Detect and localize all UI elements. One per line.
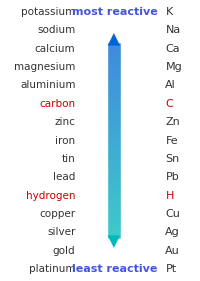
Text: potassium: potassium — [21, 7, 75, 17]
Text: copper: copper — [39, 209, 75, 219]
Text: C: C — [165, 99, 173, 109]
Text: lead: lead — [53, 172, 75, 182]
Text: Na: Na — [165, 25, 181, 35]
Text: Ag: Ag — [165, 227, 180, 237]
Text: hydrogen: hydrogen — [26, 191, 75, 201]
Text: Sn: Sn — [165, 154, 180, 164]
Text: Au: Au — [165, 246, 180, 256]
Text: Mg: Mg — [165, 62, 182, 72]
Text: magnesium: magnesium — [14, 62, 75, 72]
Text: H: H — [165, 191, 174, 201]
Text: most reactive: most reactive — [72, 7, 158, 17]
Text: Cu: Cu — [165, 209, 180, 219]
Text: Zn: Zn — [165, 117, 180, 127]
Text: iron: iron — [55, 135, 75, 146]
Text: Al: Al — [165, 80, 176, 90]
Text: zinc: zinc — [55, 117, 75, 127]
Text: least reactive: least reactive — [72, 264, 157, 274]
Text: carbon: carbon — [39, 99, 75, 109]
Text: K: K — [165, 7, 173, 17]
Text: silver: silver — [47, 227, 75, 237]
Text: aluminium: aluminium — [20, 80, 75, 90]
Text: Pt: Pt — [165, 264, 177, 274]
Text: gold: gold — [53, 246, 75, 256]
Text: platinum: platinum — [29, 264, 75, 274]
Text: Ca: Ca — [165, 44, 180, 54]
Text: Pb: Pb — [165, 172, 179, 182]
Text: sodium: sodium — [37, 25, 75, 35]
Text: Fe: Fe — [165, 135, 178, 146]
Text: tin: tin — [62, 154, 75, 164]
Text: calcium: calcium — [35, 44, 75, 54]
